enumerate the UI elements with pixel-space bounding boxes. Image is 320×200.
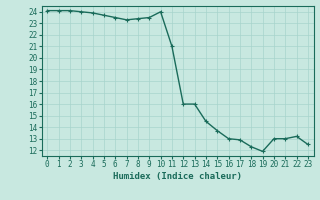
- X-axis label: Humidex (Indice chaleur): Humidex (Indice chaleur): [113, 172, 242, 181]
